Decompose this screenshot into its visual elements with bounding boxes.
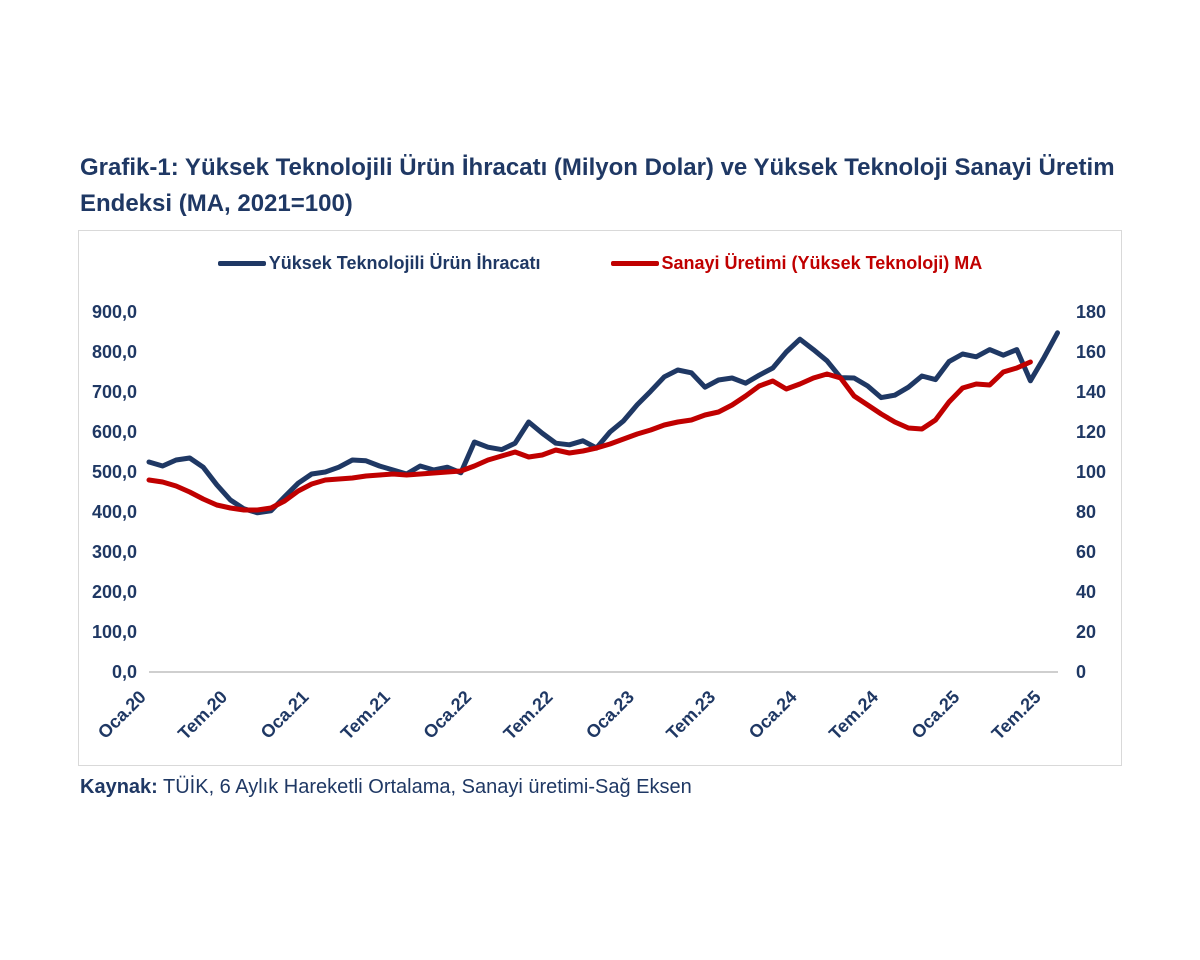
chart-legend: Yüksek Teknolojili Ürün İhracatı Sanayi … [79, 231, 1121, 289]
production-line-swatch-icon [610, 260, 659, 266]
left-axis-tick-label: 300,0 [92, 542, 137, 562]
left-axis-tick-label: 500,0 [92, 462, 137, 482]
left-axis-tick-label: 0,0 [112, 662, 137, 682]
legend-label-production: Sanayi Üretimi (Yüksek Teknoloji) MA [661, 252, 983, 273]
left-axis-tick-label: 100,0 [92, 622, 137, 642]
page-title-line1: Grafik-1: Yüksek Teknolojili Ürün İhraca… [80, 154, 1115, 181]
x-axis-tick-label: Tem.22 [500, 687, 557, 744]
right-axis-tick-label: 180 [1076, 302, 1106, 322]
left-axis-tick-label: 800,0 [92, 342, 137, 362]
legend-label-exports: Yüksek Teknolojili Ürün İhracatı [268, 252, 541, 273]
right-axis-tick-label: 160 [1076, 342, 1106, 362]
x-axis-tick-label: Oca.25 [908, 687, 964, 743]
legend-item-production: Sanayi Üretimi (Yüksek Teknoloji) MA [610, 252, 983, 274]
x-axis-tick-label: Oca.20 [94, 687, 150, 743]
x-axis-tick-label: Tem.20 [174, 687, 231, 744]
x-axis-tick-label: Oca.23 [582, 687, 638, 743]
left-axis-tick-label: 700,0 [92, 382, 137, 402]
right-axis-tick-label: 40 [1076, 582, 1096, 602]
source-note: Kaynak: TÜİK, 6 Aylık Hareketli Ortalama… [80, 776, 1120, 799]
page-title: Grafik-1: Yüksek Teknolojili Ürün İhraca… [80, 150, 1140, 221]
production-series-line [146, 359, 1033, 513]
source-text: TÜİK, 6 Aylık Hareketli Ortalama, Sanayi… [157, 776, 692, 798]
right-axis-tick-label: 80 [1076, 502, 1096, 522]
right-axis-tick-label: 60 [1076, 542, 1096, 562]
exports-line-swatch-icon [217, 260, 266, 266]
x-axis-tick-label: Tem.21 [337, 687, 394, 744]
source-label: Kaynak: [80, 776, 158, 798]
right-axis-tick-label: 0 [1076, 662, 1086, 682]
page-title-line2: Endeksi (MA, 2021=100) [80, 189, 353, 217]
left-axis-tick-label: 600,0 [92, 422, 137, 442]
right-axis-tick-label: 20 [1076, 622, 1096, 642]
x-axis-tick-label: Oca.21 [257, 687, 313, 743]
chart-frame: Yüksek Teknolojili Ürün İhracatı Sanayi … [78, 230, 1122, 766]
legend-item-exports: Yüksek Teknolojili Ürün İhracatı [217, 252, 541, 274]
exports-series-line [146, 330, 1060, 516]
x-axis-tick-label: Oca.24 [745, 687, 801, 743]
left-axis-tick-label: 200,0 [92, 582, 137, 602]
x-axis-tick-label: Tem.24 [825, 687, 882, 744]
left-axis-tick-label: 400,0 [92, 502, 137, 522]
x-axis-tick-label: Tem.25 [988, 687, 1045, 744]
right-axis-tick-label: 100 [1076, 462, 1106, 482]
left-axis-tick-label: 900,0 [92, 302, 137, 322]
chart-canvas: 0,0 100,0 200,0 300,0 400,0 500,0 600,0 700,0 80… [92, 302, 1106, 744]
right-axis-tick-label: 120 [1076, 422, 1106, 442]
right-axis-tick-label: 140 [1076, 382, 1106, 402]
x-axis-tick-label: Tem.23 [662, 687, 719, 744]
x-axis-tick-label: Oca.22 [419, 687, 475, 743]
